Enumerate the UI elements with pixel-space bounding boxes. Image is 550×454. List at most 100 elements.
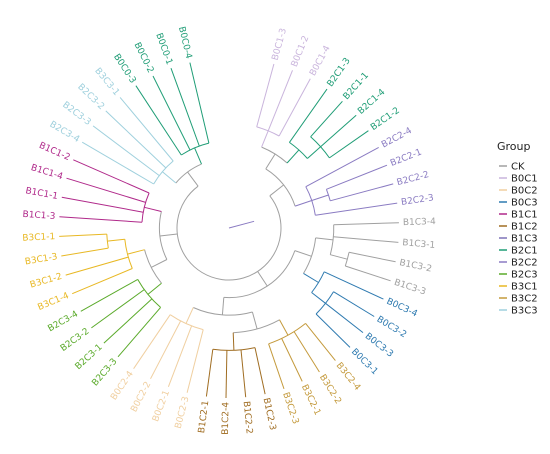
branch-arc bbox=[137, 279, 161, 308]
tip-label: B1C1-4 bbox=[30, 163, 65, 182]
legend-label: B3C2 bbox=[511, 294, 538, 305]
branch-arc bbox=[175, 163, 202, 184]
tip-label: B0C1-3 bbox=[271, 27, 289, 61]
tip-label: B0C3-4 bbox=[385, 297, 419, 320]
legend-label: B0C3 bbox=[511, 198, 538, 209]
branch-edge bbox=[269, 184, 285, 197]
branch-edge bbox=[59, 216, 143, 223]
branch-edge bbox=[333, 236, 399, 243]
branch-edge bbox=[59, 233, 107, 237]
branch-edge bbox=[159, 233, 178, 237]
branch-edge bbox=[107, 238, 125, 242]
tip-label: B2C2-3 bbox=[400, 193, 434, 208]
tip-label: B2C3-2 bbox=[59, 327, 91, 354]
branch-edge bbox=[279, 319, 289, 336]
tip-label: B0C3-3 bbox=[363, 332, 395, 360]
branch-edge bbox=[315, 237, 334, 241]
branch-arc bbox=[176, 185, 282, 281]
branch-edge bbox=[73, 159, 150, 194]
branch-edge bbox=[315, 202, 398, 216]
branch-edge bbox=[325, 302, 364, 333]
legend-label: B2C2 bbox=[511, 258, 538, 269]
tip-label: B2C1-3 bbox=[326, 56, 353, 89]
legend-label: CK bbox=[511, 162, 525, 173]
tip-label: B0C1-4 bbox=[308, 44, 333, 78]
branch-edge bbox=[320, 114, 357, 148]
branch-arc bbox=[223, 250, 296, 299]
tip-label: B1C2-3 bbox=[261, 397, 278, 431]
tip-label: B3C1-2 bbox=[29, 272, 63, 291]
branch-edge bbox=[329, 130, 369, 159]
legend-label: B1C2 bbox=[511, 222, 538, 233]
branch-edge bbox=[286, 149, 300, 164]
legend-label: B3C1 bbox=[511, 282, 538, 293]
legend-label: B1C1 bbox=[511, 210, 538, 221]
branch-edge bbox=[80, 278, 138, 312]
tip-label: B3C1-1 bbox=[22, 232, 55, 244]
branch-arc bbox=[233, 319, 280, 334]
branch-edge bbox=[261, 130, 269, 148]
branch-edge bbox=[194, 147, 202, 165]
branch-edge bbox=[144, 206, 162, 212]
branch-edge bbox=[91, 289, 145, 329]
branch-arc bbox=[141, 192, 150, 223]
branch-edge bbox=[254, 347, 266, 395]
group-legend: Group CKB0C1B0C2B0C3B1C1B1C2B1C3B2C1B2C2… bbox=[497, 140, 538, 317]
tip-label: B2C1-4 bbox=[356, 87, 387, 116]
tip-label: B0C0-1 bbox=[153, 32, 174, 66]
branch-arc bbox=[268, 323, 306, 345]
branch-edge bbox=[288, 88, 328, 143]
branch-edge bbox=[333, 291, 375, 317]
branch-edge bbox=[103, 298, 153, 344]
tip-label: B2C3-2 bbox=[75, 82, 106, 112]
branch-edge bbox=[221, 297, 225, 316]
branch-edge bbox=[105, 110, 167, 169]
tip-label: B0C0-4 bbox=[176, 26, 193, 61]
branch-edge bbox=[293, 331, 320, 373]
branch-arc bbox=[169, 314, 204, 331]
branch-edge bbox=[278, 78, 311, 137]
branch-edge bbox=[315, 313, 351, 348]
branch-arc bbox=[303, 237, 317, 274]
tip-label: B2C3-3 bbox=[91, 357, 120, 388]
branch-edge bbox=[232, 332, 235, 351]
tip-label: B2C2-2 bbox=[396, 170, 430, 188]
tip-label: B0C1-2 bbox=[290, 34, 312, 68]
tip-label: B3C2-1 bbox=[299, 383, 322, 417]
tip-label: B0C0-3 bbox=[111, 52, 137, 85]
branch-edge bbox=[186, 329, 204, 393]
tip-label: B1C3-3 bbox=[393, 278, 427, 298]
tip-label: B2C2-1 bbox=[389, 147, 423, 168]
branch-edge bbox=[303, 272, 319, 283]
branch-edge bbox=[307, 146, 321, 159]
tip-label: B1C3-2 bbox=[398, 258, 432, 274]
branch-edge bbox=[127, 249, 145, 255]
branch-arc bbox=[106, 234, 109, 249]
tip-label: B2C2-4 bbox=[380, 126, 414, 151]
tip-labels: B0C1-3 B0C1-2B0C1-4B2C1-3B2C1-1B2C1-4B2C1… bbox=[22, 26, 436, 435]
branch-edge bbox=[257, 271, 268, 287]
branch-edge bbox=[205, 349, 214, 397]
tip-label: B2C3-4 bbox=[46, 309, 80, 334]
legend-label: B1C3 bbox=[511, 234, 538, 245]
legend-label: B0C2 bbox=[511, 186, 538, 197]
branch-edge bbox=[152, 75, 191, 151]
tip-label: B0C2-1 bbox=[151, 389, 172, 423]
branch-edge bbox=[167, 325, 193, 387]
tip-label: B0C2-3 bbox=[174, 395, 192, 429]
branch-edge bbox=[240, 349, 247, 398]
branch-arc bbox=[193, 307, 253, 316]
branch-arc bbox=[265, 168, 296, 207]
tip-label: B3C1-4 bbox=[36, 291, 70, 313]
branch-edge bbox=[333, 222, 399, 226]
tip-label: B2C3-1 bbox=[74, 342, 105, 372]
branch-edge bbox=[61, 196, 144, 213]
branch-edge bbox=[256, 63, 275, 128]
tip-label: B0C2-4 bbox=[109, 369, 136, 402]
branch-edge bbox=[66, 177, 146, 203]
dendrogram-tree bbox=[59, 62, 399, 399]
branch-edge bbox=[267, 70, 293, 131]
branch-arc bbox=[325, 189, 331, 201]
branch-edge bbox=[268, 343, 285, 390]
branch-edge bbox=[81, 141, 154, 185]
